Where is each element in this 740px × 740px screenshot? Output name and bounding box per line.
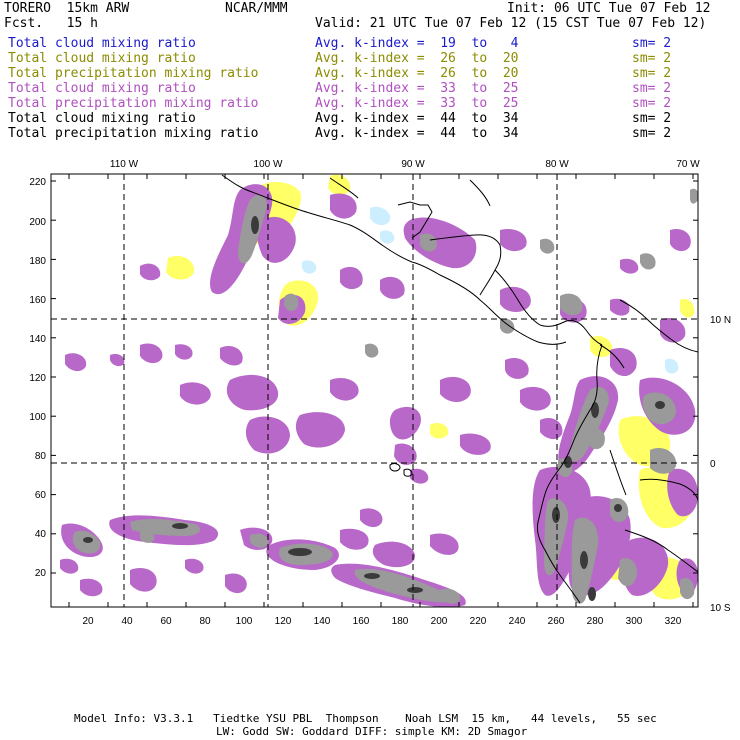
x-tick-label: 160 — [353, 616, 370, 627]
y-tick-label: 40 — [35, 529, 47, 540]
x-tick-label: 80 — [199, 616, 211, 627]
x-tick-label: 20 — [82, 616, 94, 627]
model-info-line1: Model Info: V3.3.1 Tiedtke YSU PBL Thomp… — [74, 712, 657, 725]
x-tick-label: 140 — [314, 616, 331, 627]
cloud-field-layer — [60, 175, 699, 607]
x-tick-label: 100 — [236, 616, 253, 627]
lat-label: 10 S — [710, 603, 731, 614]
model-info-line2: LW: Godd SW: Goddard DIFF: simple KM: 2D… — [216, 725, 527, 738]
lat-label: 10 N — [710, 315, 731, 326]
y-tick-label: 80 — [35, 451, 47, 462]
y-tick-label: 180 — [29, 256, 46, 267]
y-tick-label: 140 — [29, 334, 46, 345]
y-tick-label: 20 — [35, 568, 47, 579]
lat-label: 0 — [710, 459, 716, 470]
y-tick-label: 160 — [29, 295, 46, 306]
x-tick-label: 60 — [160, 616, 172, 627]
lon-label: 90 W — [401, 159, 425, 170]
lon-label: 80 W — [545, 159, 569, 170]
y-tick-label: 200 — [29, 217, 46, 228]
y-tick-label: 220 — [29, 177, 46, 188]
x-tick-label: 240 — [509, 616, 526, 627]
y-tick-label: 120 — [29, 373, 46, 384]
lon-label: 100 W — [254, 159, 283, 170]
x-tick-label: 220 — [470, 616, 487, 627]
x-tick-label: 320 — [665, 616, 682, 627]
x-tick-label: 120 — [275, 616, 292, 627]
x-tick-label: 40 — [121, 616, 133, 627]
y-tick-label: 60 — [35, 490, 47, 501]
x-tick-label: 280 — [587, 616, 604, 627]
x-tick-label: 180 — [392, 616, 409, 627]
y-tick-label: 100 — [29, 412, 46, 423]
x-tick-label: 260 — [548, 616, 565, 627]
x-tick-label: 300 — [626, 616, 643, 627]
lon-label: 70 W — [676, 159, 700, 170]
x-tick-label: 200 — [431, 616, 448, 627]
lon-label: 110 W — [110, 159, 139, 170]
